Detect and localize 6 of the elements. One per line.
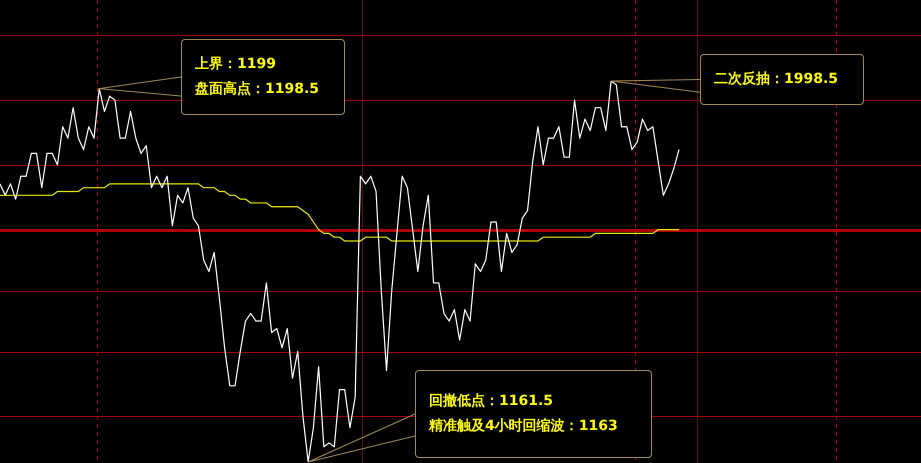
- callout-box: 回撤低点：1161.5 精准触及4小时回缩波：1163: [415, 370, 652, 458]
- annotation: 盘面高点：1198.5: [195, 80, 320, 99]
- callout-box: 上界：1199 盘面高点：1198.5: [181, 39, 345, 115]
- annotation: 精准触及4小时回缩波：1163: [429, 417, 619, 436]
- annotation: 回撤低点：1161.5: [429, 392, 554, 411]
- callout-box: 二次反抽：1998.5: [700, 54, 864, 105]
